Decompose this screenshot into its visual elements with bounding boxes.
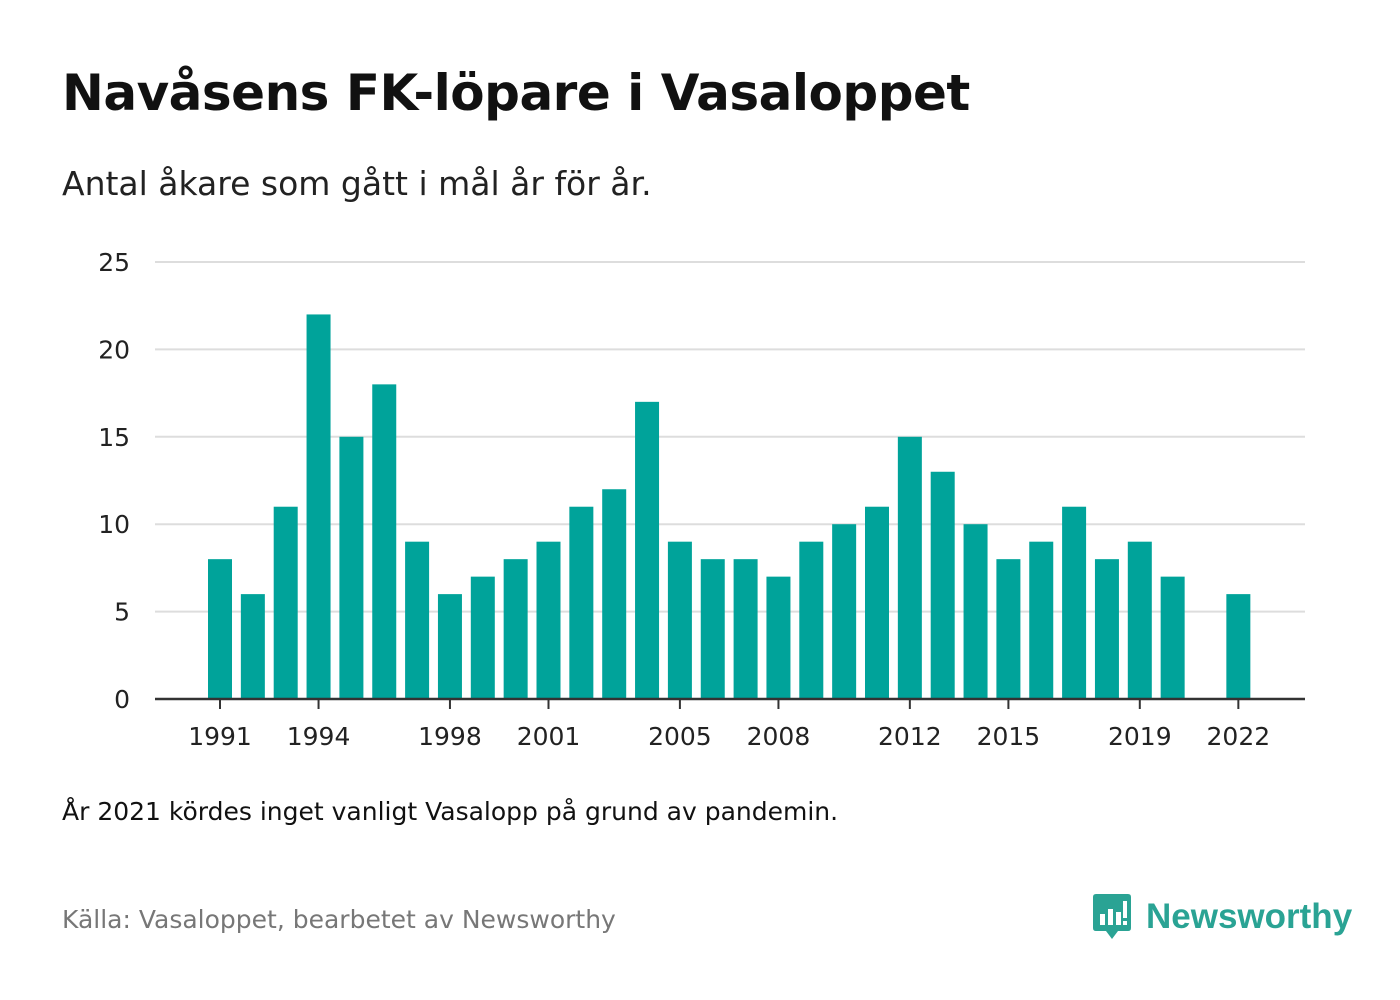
x-tick-label: 2015 bbox=[977, 722, 1041, 751]
bar bbox=[208, 559, 232, 699]
chart-subtitle: Antal åkare som gått i mål år för år. bbox=[62, 164, 652, 203]
bar bbox=[996, 559, 1021, 699]
bar bbox=[1029, 541, 1054, 699]
y-tick-label: 15 bbox=[98, 423, 130, 452]
bar bbox=[372, 384, 397, 699]
bar bbox=[536, 541, 561, 699]
newsworthy-logo-icon bbox=[1093, 894, 1131, 939]
bar bbox=[799, 541, 824, 699]
bar bbox=[602, 489, 627, 699]
y-tick-label: 0 bbox=[114, 685, 130, 714]
x-tick-label: 1991 bbox=[188, 722, 252, 751]
bar bbox=[405, 541, 430, 699]
bar bbox=[635, 401, 660, 699]
y-tick-label: 5 bbox=[114, 598, 130, 627]
bar bbox=[306, 314, 331, 699]
bar bbox=[437, 594, 462, 699]
bar bbox=[273, 506, 298, 699]
y-tick-label: 20 bbox=[98, 335, 130, 364]
bar bbox=[667, 541, 692, 699]
x-tick-label: 1998 bbox=[418, 722, 482, 751]
bar bbox=[1127, 541, 1152, 699]
bar-chart: 0 5 10 15 20 25 1991 1994 1998 2001 2005 2008 2012 20… bbox=[98, 248, 1305, 751]
chart-note: År 2021 kördes inget vanligt Vasalopp på… bbox=[62, 797, 839, 826]
bar bbox=[569, 506, 594, 699]
x-tick-label: 2022 bbox=[1207, 722, 1271, 751]
chart-title: Navåsens FK-löpare i Vasaloppet bbox=[62, 64, 970, 122]
x-tick-label: 2012 bbox=[878, 722, 942, 751]
bar bbox=[1226, 594, 1251, 699]
bar bbox=[339, 436, 364, 699]
x-tick-label: 2008 bbox=[747, 722, 811, 751]
newsworthy-logo-text: Newsworthy bbox=[1146, 897, 1353, 936]
bar bbox=[240, 594, 265, 699]
bar bbox=[930, 471, 955, 699]
bar bbox=[897, 436, 922, 699]
bar bbox=[865, 506, 889, 699]
source-text: Källa: Vasaloppet, bearbetet av Newswort… bbox=[62, 905, 616, 934]
x-tick-label: 1994 bbox=[287, 722, 351, 751]
bar bbox=[503, 559, 528, 699]
x-tick-label: 2019 bbox=[1108, 722, 1172, 751]
x-tick-label: 2001 bbox=[517, 722, 581, 751]
y-tick-label: 10 bbox=[98, 510, 130, 539]
bar bbox=[963, 524, 988, 699]
x-tick-label: 2005 bbox=[648, 722, 712, 751]
bar bbox=[700, 559, 725, 699]
bar bbox=[1160, 576, 1185, 699]
bar bbox=[470, 576, 495, 699]
bar bbox=[1062, 506, 1087, 699]
newsworthy-logo: Newsworthy bbox=[1092, 892, 1352, 942]
bar bbox=[1094, 559, 1119, 699]
y-tick-label: 25 bbox=[98, 248, 130, 277]
bar bbox=[733, 559, 758, 699]
bar bbox=[832, 524, 857, 699]
bar bbox=[766, 576, 791, 699]
